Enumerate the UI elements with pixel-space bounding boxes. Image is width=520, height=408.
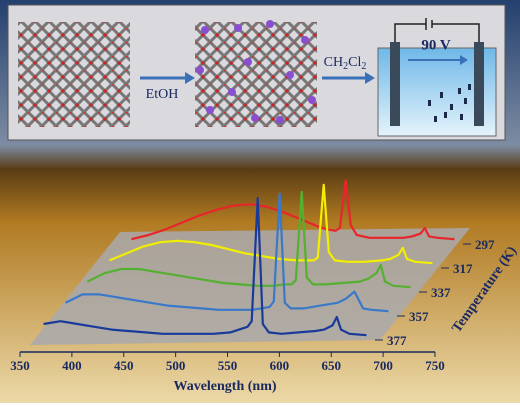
voltage-label: 90 V	[421, 37, 450, 53]
x-tick-label: 750	[425, 358, 445, 373]
step-label: EtOH	[146, 87, 179, 102]
z-tick-label: 337	[431, 285, 451, 300]
arrow-head	[460, 55, 468, 65]
circuit	[394, 18, 480, 42]
electrode	[390, 42, 400, 126]
x-tick-label: 550	[218, 358, 238, 373]
spectrum	[65, 192, 389, 313]
subscript: 2	[361, 61, 366, 72]
framework	[18, 22, 130, 127]
guest-molecules	[196, 20, 316, 124]
x-tick-label: 450	[114, 358, 134, 373]
x-tick-label: 650	[322, 358, 342, 373]
x-tick-label: 600	[270, 358, 290, 373]
x-tick-label: 500	[166, 358, 186, 373]
x-tick-label: 700	[373, 358, 393, 373]
scheme: EtOH CH2Cl2 90 V	[7, 4, 506, 141]
subscript: 2	[343, 61, 348, 72]
spectrum	[43, 196, 367, 337]
x-tick-label: 350	[10, 358, 30, 373]
z-tick-label: 357	[409, 309, 429, 324]
arrow-head	[185, 72, 195, 84]
step-label: CH2Cl2	[324, 55, 367, 72]
spectrum	[87, 190, 411, 289]
formula-part: CH	[324, 55, 343, 70]
z-tick-label: 377	[387, 333, 407, 348]
spectrum	[109, 183, 433, 265]
floor	[30, 228, 470, 345]
framework-loaded	[195, 22, 317, 127]
formula-part: Cl	[348, 55, 361, 70]
deposited-crystals	[428, 84, 471, 122]
x-tick-label: 400	[62, 358, 82, 373]
arrow-head	[365, 72, 375, 84]
x-axis-title: Wavelength (nm)	[173, 379, 276, 394]
spectrum	[131, 179, 455, 241]
z-tick-label: 317	[453, 261, 473, 276]
z-tick-label: 297	[475, 237, 495, 252]
electrode	[474, 42, 484, 126]
